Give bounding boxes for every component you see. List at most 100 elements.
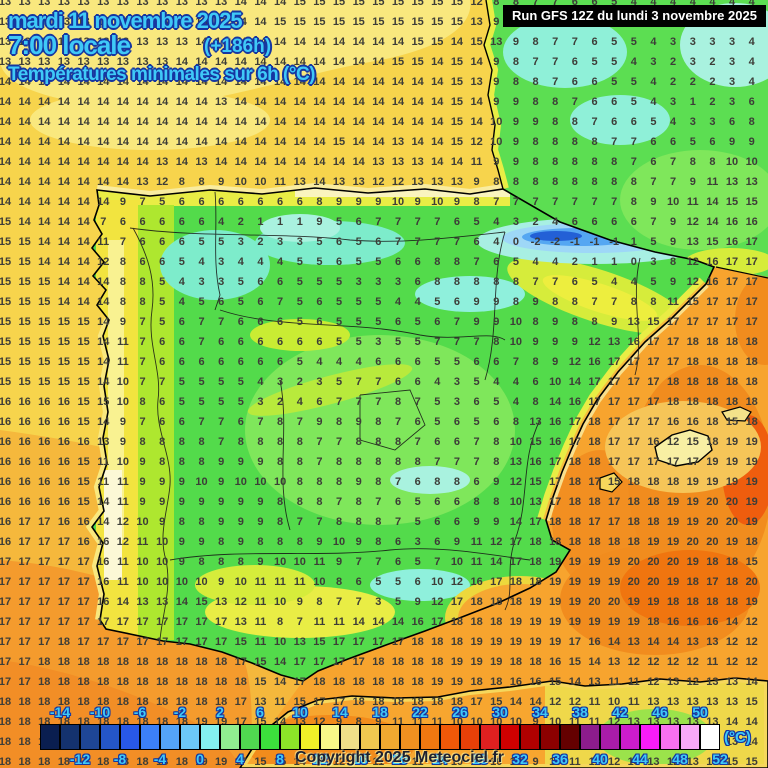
grid-temperature-value: 6 — [611, 117, 617, 128]
grid-temperature-value: 8 — [513, 57, 519, 68]
grid-temperature-value: 5 — [218, 237, 224, 248]
grid-temperature-value: 6 — [454, 417, 460, 428]
grid-temperature-value: 8 — [356, 497, 362, 508]
colorbar-tick-label: 30 — [492, 704, 508, 720]
grid-temperature-value: 15 — [451, 0, 463, 8]
grid-temperature-value: 14 — [274, 157, 286, 168]
grid-temperature-value: 7 — [552, 77, 558, 88]
grid-temperature-value: 10 — [254, 477, 266, 488]
grid-temperature-value: 3 — [729, 57, 735, 68]
map-subtitle: Températures minimales sur 6h (°C) — [8, 64, 316, 86]
grid-temperature-value: 14 — [254, 77, 266, 88]
grid-temperature-value: 14 — [274, 0, 286, 8]
grid-temperature-value: 19 — [706, 457, 718, 468]
grid-temperature-value: 18 — [215, 697, 227, 708]
grid-temperature-value: 10 — [549, 757, 561, 768]
grid-temperature-value: 14 — [647, 637, 659, 648]
grid-temperature-value: 17 — [38, 637, 50, 648]
grid-temperature-value: 17 — [608, 397, 620, 408]
grid-temperature-value: 14 — [470, 97, 482, 108]
grid-temperature-value: 16 — [0, 477, 11, 488]
grid-temperature-value: 9 — [218, 517, 224, 528]
grid-temperature-value: 7 — [277, 297, 283, 308]
grid-temperature-value: 17 — [451, 597, 463, 608]
grid-temperature-value: 5 — [316, 257, 322, 268]
grid-temperature-value: 17 — [58, 537, 70, 548]
grid-temperature-value: 16 — [77, 537, 89, 548]
grid-temperature-value: 7 — [454, 237, 460, 248]
grid-temperature-value: 5 — [650, 237, 656, 248]
grid-temperature-value: 14 — [156, 77, 168, 88]
grid-temperature-value: 9 — [493, 297, 499, 308]
grid-temperature-value: 12 — [510, 477, 522, 488]
grid-temperature-value: 2 — [297, 377, 303, 388]
grid-temperature-value: 8 — [552, 117, 558, 128]
grid-temperature-value: 9 — [493, 517, 499, 528]
grid-temperature-value: 17 — [353, 637, 365, 648]
grid-temperature-value: 7 — [552, 57, 558, 68]
grid-temperature-value: 17 — [58, 617, 70, 628]
grid-temperature-value: 5 — [415, 557, 421, 568]
grid-temperature-value: 14 — [176, 117, 188, 128]
grid-temperature-value: 14 — [77, 297, 89, 308]
grid-temperature-value: 19 — [588, 557, 600, 568]
grid-temperature-value: 8 — [277, 437, 283, 448]
grid-temperature-value: 10 — [667, 197, 679, 208]
grid-temperature-value: 18 — [19, 697, 31, 708]
colorbar-tick-label: 22 — [412, 704, 428, 720]
grid-temperature-value: 15 — [726, 757, 738, 768]
grid-temperature-value: 7 — [198, 337, 204, 348]
grid-temperature-value: 6 — [179, 337, 185, 348]
grid-temperature-value: 17 — [510, 557, 522, 568]
grid-temperature-value: 17 — [569, 417, 581, 428]
grid-temperature-value: 14 — [470, 57, 482, 68]
grid-temperature-value: 14 — [746, 717, 758, 728]
grid-temperature-value: 3 — [650, 57, 656, 68]
grid-temperature-value: 19 — [569, 577, 581, 588]
grid-temperature-value: 7 — [552, 37, 558, 48]
grid-temperature-value: 8 — [375, 517, 381, 528]
grid-temperature-value: 7 — [552, 0, 558, 8]
grid-temperature-value: 6 — [297, 197, 303, 208]
grid-temperature-value: 15 — [58, 357, 70, 368]
grid-temperature-value: 14 — [294, 57, 306, 68]
grid-temperature-value: 15 — [746, 557, 758, 568]
grid-temperature-value: 18 — [176, 657, 188, 668]
colorbar-cell — [220, 724, 240, 750]
grid-temperature-value: 12 — [490, 537, 502, 548]
grid-temperature-value: 6 — [316, 337, 322, 348]
grid-temperature-value: 14 — [58, 217, 70, 228]
grid-temperature-value: 18 — [38, 657, 50, 668]
grid-temperature-value: 13 — [706, 757, 718, 768]
grid-temperature-value: 8 — [690, 157, 696, 168]
grid-temperature-value: 6 — [218, 357, 224, 368]
grid-temperature-value: 13 — [667, 677, 679, 688]
grid-temperature-value: 19 — [667, 497, 679, 508]
grid-temperature-value: 6 — [257, 197, 263, 208]
grid-temperature-value: 3 — [454, 397, 460, 408]
grid-temperature-value: 16 — [667, 417, 679, 428]
grid-temperature-value: 14 — [372, 137, 384, 148]
grid-temperature-value: 10 — [726, 157, 738, 168]
grid-temperature-value: 15 — [0, 257, 11, 268]
grid-temperature-value: 17 — [333, 697, 345, 708]
grid-temperature-value: 4 — [257, 257, 263, 268]
grid-temperature-value: 11 — [117, 357, 129, 368]
grid-temperature-value: 14 — [294, 157, 306, 168]
grid-temperature-value: 4 — [650, 97, 656, 108]
grid-temperature-value: 7 — [375, 217, 381, 228]
grid-temperature-value: 8 — [552, 97, 558, 108]
grid-temperature-value: 8 — [297, 437, 303, 448]
grid-temperature-value: 17 — [667, 357, 679, 368]
grid-temperature-value: 15 — [353, 0, 365, 8]
grid-temperature-value: 15 — [235, 637, 247, 648]
grid-temperature-value: 11 — [97, 237, 109, 248]
grid-temperature-value: 9 — [454, 537, 460, 548]
grid-temperature-value: 7 — [336, 437, 342, 448]
grid-temperature-value: 12 — [431, 597, 443, 608]
grid-temperature-value: 16 — [77, 517, 89, 528]
grid-temperature-value: 13 — [156, 37, 168, 48]
grid-temperature-value: 12 — [470, 0, 482, 8]
grid-temperature-value: 14 — [333, 97, 345, 108]
